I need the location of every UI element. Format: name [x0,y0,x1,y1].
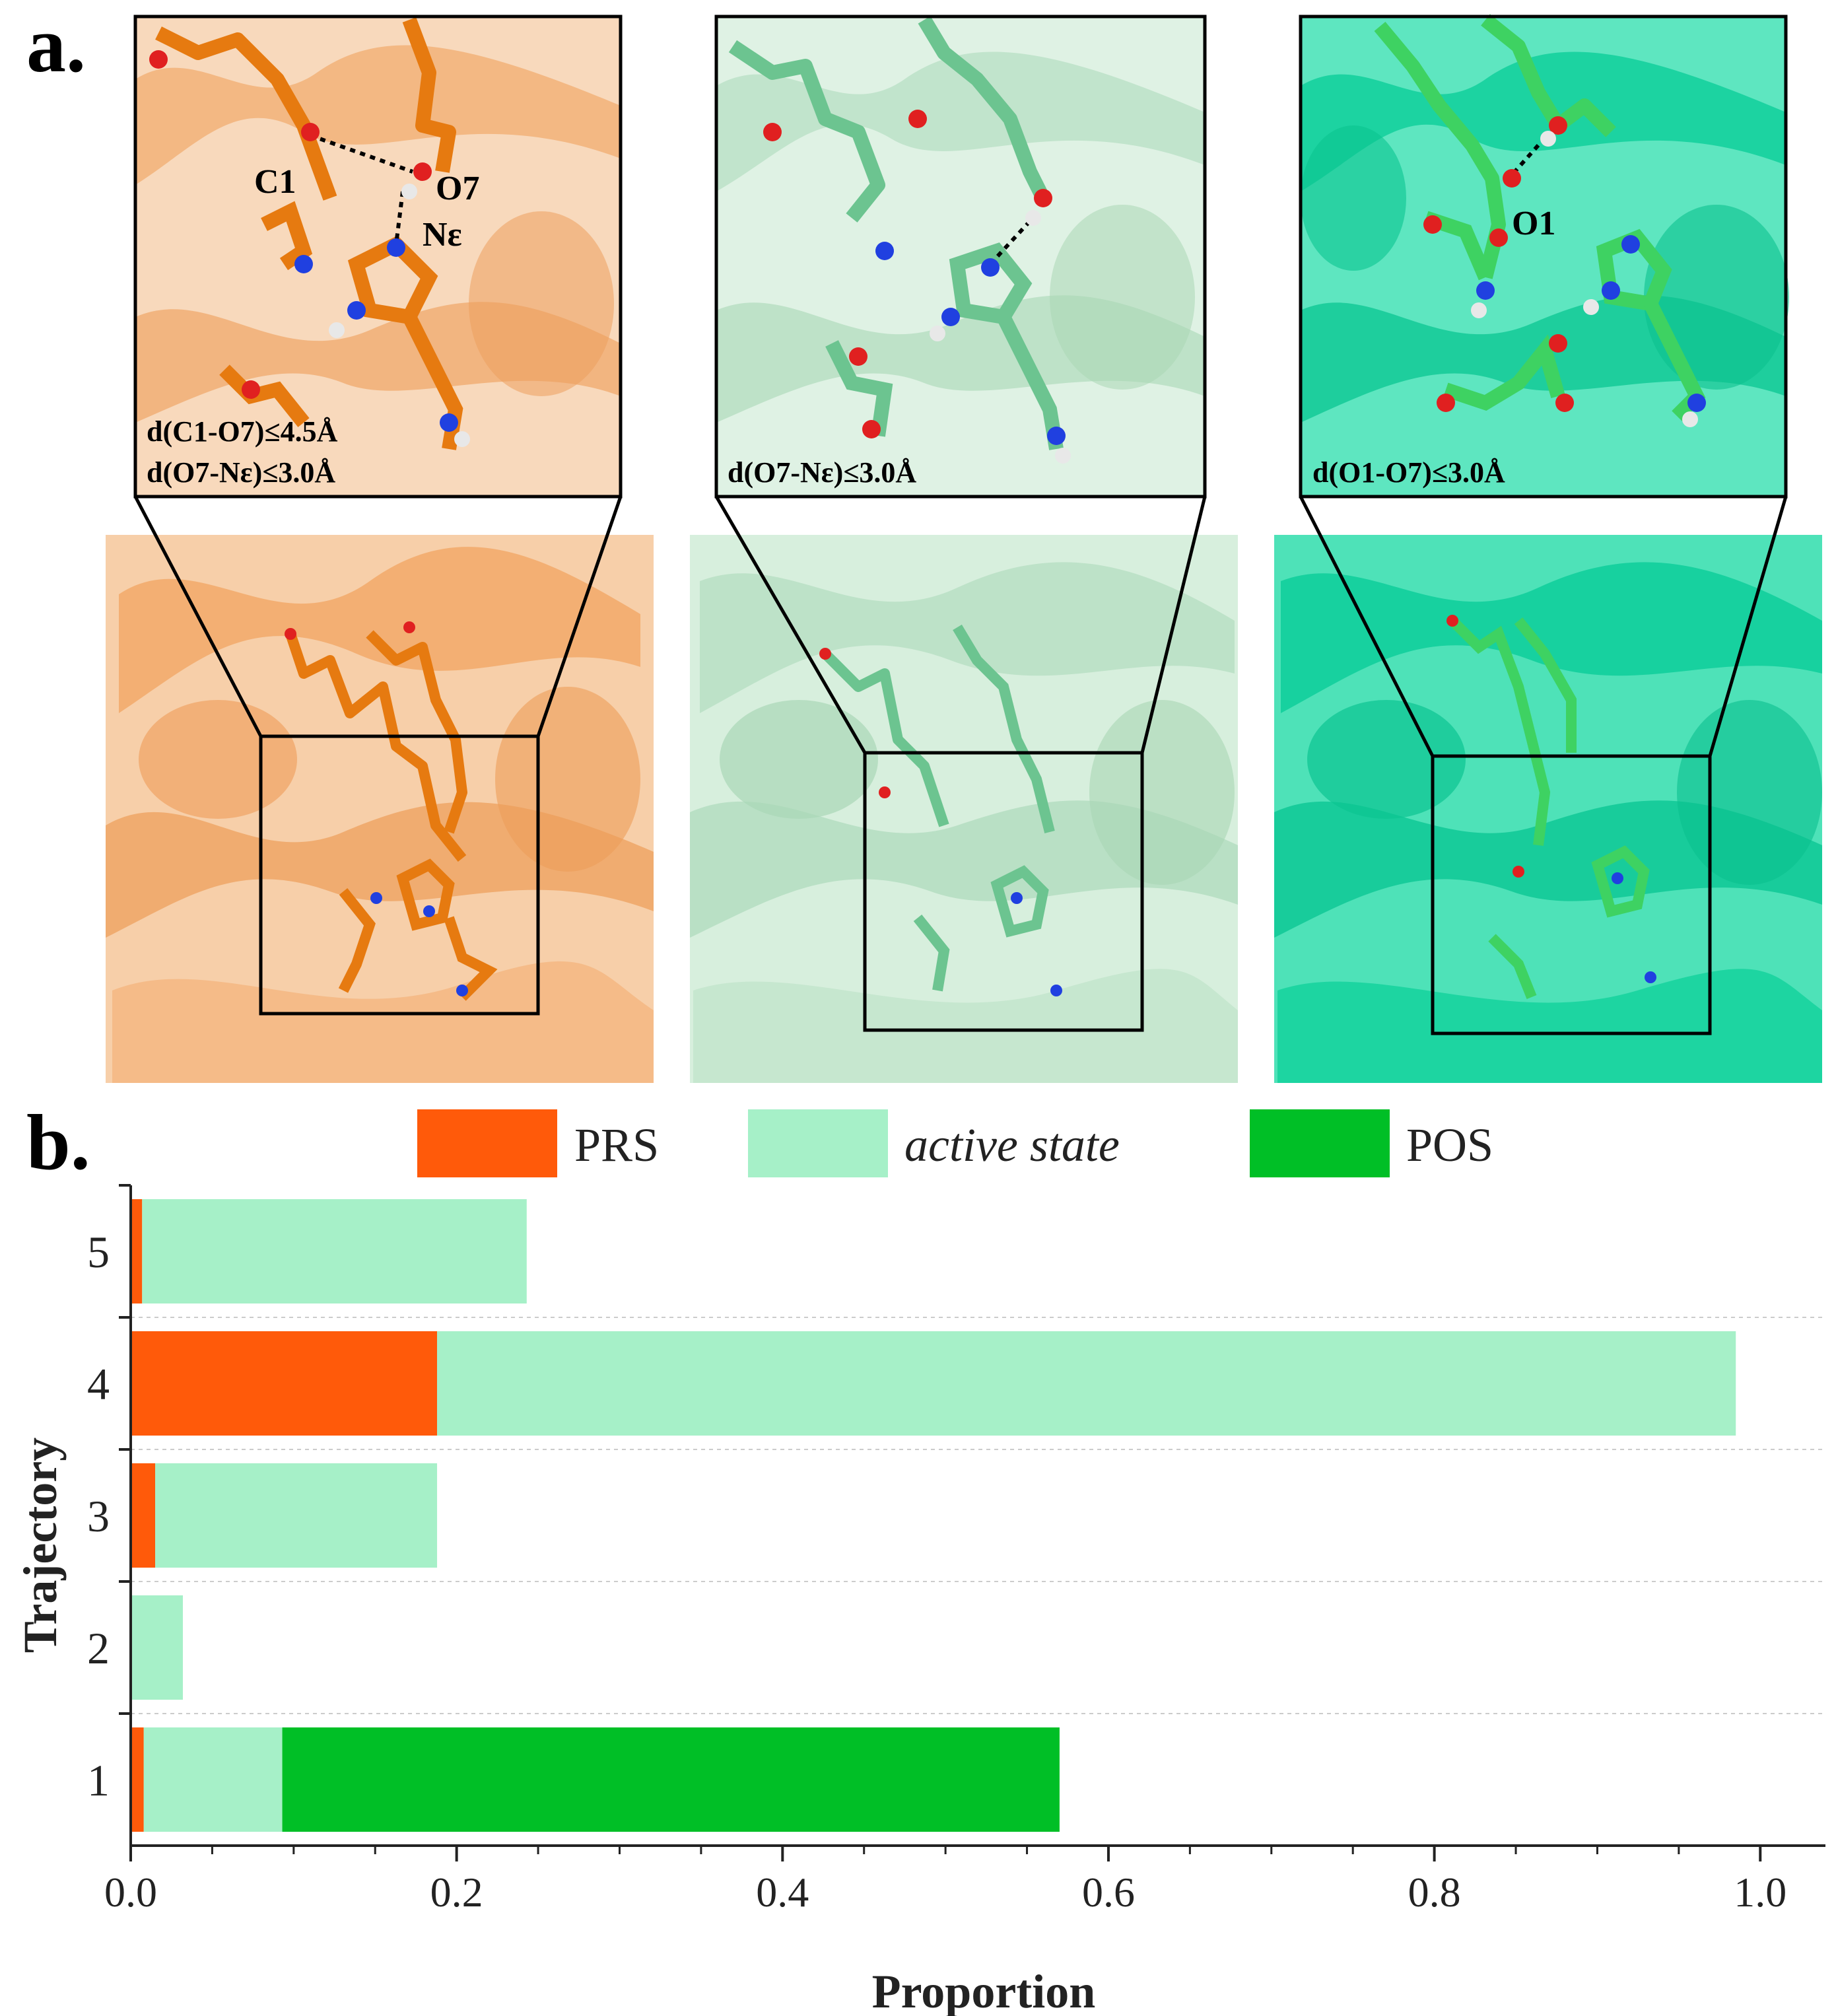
panel-a-label: a. [26,1,86,88]
criterion-text: d(O1-O7)≤3.0Å [1312,456,1505,489]
y-tick-labels: 1 2 3 4 5 [87,1227,110,1805]
bar-segment-prs [131,1463,156,1568]
atom-label-o1: O1 [1512,205,1555,242]
chart-gridlines [131,1317,1825,1714]
bar-segment-prs [131,1331,438,1436]
bar-segment-active-state [131,1595,183,1700]
atom-label-c1: C1 [254,163,296,201]
structure-overview-palegreen [690,535,1238,1083]
y-tick-label: 1 [87,1755,110,1805]
y-axis-label: Trajectory [14,1438,67,1653]
legend-label-active-state: active state [904,1119,1120,1171]
criterion-text: d(C1-O7)≤4.5Å [147,415,338,448]
x-tick-label: 0.8 [1408,1869,1461,1916]
bar-segment-pos [282,1727,1060,1832]
x-axis-label: Proportion [872,1965,1096,2016]
chart-bars [131,1199,1736,1832]
structure-overview-teal [1274,535,1822,1083]
bar-segment-active-state [155,1463,438,1568]
x-tick-label: 0.4 [756,1869,809,1916]
bar-segment-active-state [142,1199,527,1303]
bar-segment-active-state [437,1331,1736,1436]
y-tick-label: 2 [87,1623,110,1673]
legend-swatch-active-state [748,1109,888,1177]
x-tick-label: 0.2 [430,1869,483,1916]
legend-label-pos: POS [1406,1119,1493,1171]
x-tick-label: 1.0 [1734,1869,1786,1916]
x-tick-label: 0.0 [104,1869,157,1916]
zoom-panel-teal: O1 d(O1-O7)≤3.0Å [1299,14,1789,499]
atom-label-o7: O7 [436,170,479,207]
y-tick-label: 5 [87,1227,110,1277]
bar-segment-active-state [143,1727,283,1832]
criterion-text: d(O7-Nε)≤3.0Å [728,456,916,489]
x-tick-label: 0.6 [1082,1869,1135,1916]
chart-axes [119,1184,1825,1861]
panel-b-label: b. [26,1098,90,1186]
x-tick-labels: 0.0 0.2 0.4 0.6 0.8 1.0 [104,1869,1786,1916]
y-tick-label: 3 [87,1491,110,1541]
chart-legend: PRS active state POS [417,1109,1493,1177]
legend-swatch-prs [417,1109,557,1177]
legend-label-prs: PRS [574,1119,659,1171]
legend-swatch-pos [1250,1109,1390,1177]
bar-segment-prs [131,1199,143,1303]
zoom-panel-orange: C1 O7 Nε d(C1-O7)≤4.5Å d(O7-Nε)≤3.0Å [133,15,623,499]
zoom-connectors [133,495,1788,757]
criterion-text: d(O7-Nε)≤3.0Å [147,456,335,489]
bar-segment-prs [131,1727,144,1832]
y-tick-label: 4 [87,1359,110,1409]
zoom-panel-palegreen: d(O7-Nε)≤3.0Å [714,15,1207,499]
structure-overview-orange [106,535,654,1083]
atom-label-n-epsilon: Nε [423,216,462,254]
